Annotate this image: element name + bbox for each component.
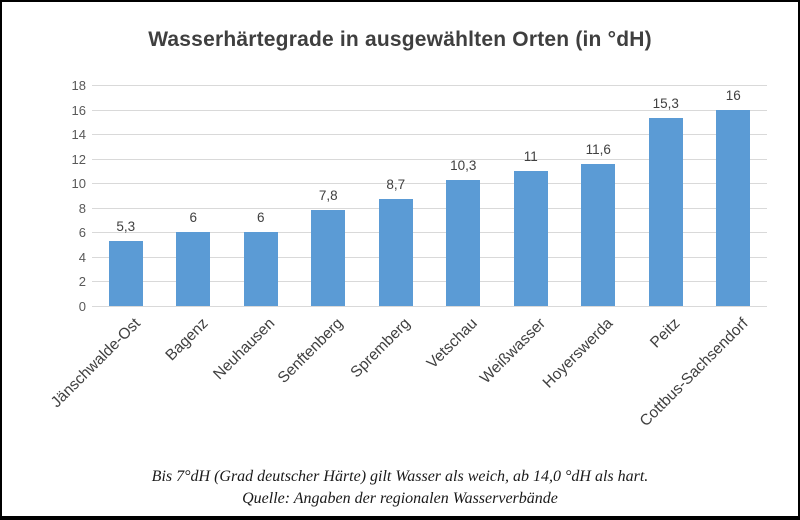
gridline xyxy=(92,159,767,160)
x-category-label: Hoyerswerda xyxy=(539,315,617,392)
gridline xyxy=(92,257,767,258)
bar-value-label: 6 xyxy=(189,210,197,226)
chart-title: Wasserhärtegrade in ausgewählten Orten (… xyxy=(148,28,652,51)
bar xyxy=(378,199,413,306)
bar xyxy=(176,232,211,306)
bar-value-label: 7,8 xyxy=(318,188,338,204)
bar-value-label: 11 xyxy=(523,148,538,164)
x-category-label: Bagenz xyxy=(162,315,212,365)
x-category-label: Vetschau xyxy=(424,315,482,373)
x-category-label: Senftenberg xyxy=(274,315,347,387)
x-category-label: Weißwasser xyxy=(476,315,549,388)
bar xyxy=(446,179,481,306)
y-tick-label: 6 xyxy=(78,225,86,240)
bar-value-label: 5,3 xyxy=(116,218,136,234)
gridline xyxy=(92,306,767,307)
gridline xyxy=(92,281,767,282)
y-tick-label: 2 xyxy=(78,274,86,289)
gridline xyxy=(92,208,767,209)
bar-value-label: 10,3 xyxy=(450,157,477,173)
y-tick-label: 8 xyxy=(78,201,86,216)
y-tick-label: 10 xyxy=(71,176,86,191)
bar-value-label: 16 xyxy=(725,87,741,103)
bar-value-label: 15,3 xyxy=(652,96,679,112)
chart-footnote: Bis 7°dH (Grad deutscher Härte) gilt Was… xyxy=(2,466,798,509)
y-tick-label: 18 xyxy=(71,78,86,93)
bar xyxy=(108,240,143,306)
gridline xyxy=(92,134,767,135)
bar xyxy=(581,163,616,306)
bar xyxy=(311,210,346,306)
bar-value-label: 8,7 xyxy=(386,177,406,193)
gridline xyxy=(92,85,767,86)
footnote-line-2: Quelle: Angaben der regionalen Wasserver… xyxy=(242,489,558,507)
bar xyxy=(513,170,548,306)
gridline xyxy=(92,110,767,111)
bar xyxy=(716,109,751,306)
y-tick-label: 4 xyxy=(78,250,86,265)
bar xyxy=(243,232,278,306)
bar-value-label: 11,6 xyxy=(585,141,611,157)
x-category-label: Jänschwalde-Ost xyxy=(47,315,144,412)
x-category-label: Spremberg xyxy=(347,315,414,382)
y-tick-label: 14 xyxy=(71,127,86,142)
footnote-line-1: Bis 7°dH (Grad deutscher Härte) gilt Was… xyxy=(151,468,649,485)
y-tick-label: 0 xyxy=(78,299,86,314)
gridline xyxy=(92,183,767,184)
y-tick-label: 12 xyxy=(71,152,86,167)
bar-value-label: 6 xyxy=(256,210,265,226)
y-tick-label: 16 xyxy=(71,103,86,118)
bar xyxy=(648,118,683,306)
x-category-label: Peitz xyxy=(647,315,684,352)
gridline xyxy=(92,232,767,233)
x-category-label: Neuhausen xyxy=(210,315,279,384)
